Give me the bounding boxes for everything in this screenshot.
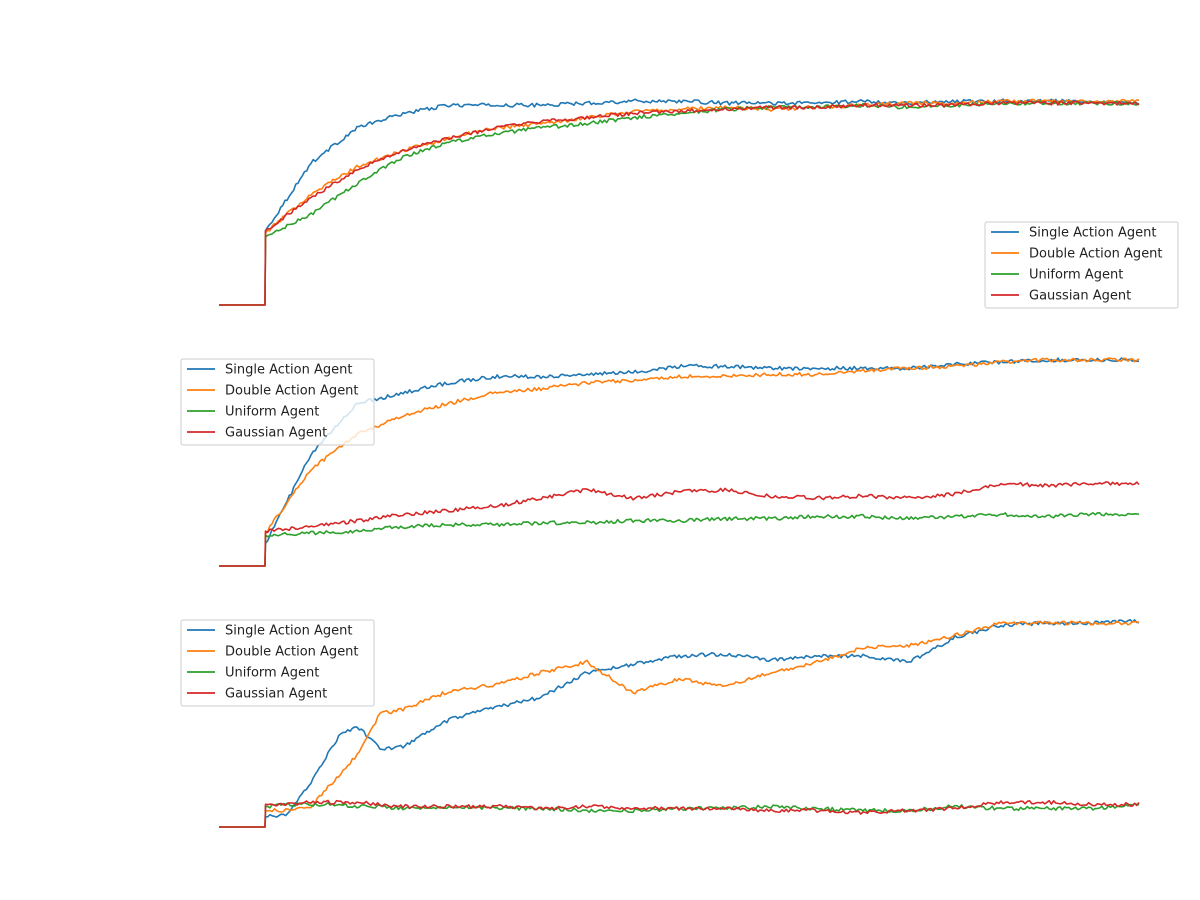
series-line-double-action-agent bbox=[219, 620, 1140, 828]
legend: Single Action Agent Double Action Agent Un… bbox=[984, 221, 1179, 309]
series-line-gaussian-agent bbox=[219, 100, 1140, 306]
chart-panel-3: Single Action Agent Double Action Agent Un… bbox=[180, 619, 1140, 828]
series-line-single-action-agent bbox=[219, 619, 1140, 828]
legend-frame bbox=[984, 221, 1179, 309]
legend-label: Double Action Agent bbox=[225, 645, 359, 660]
legend-frame bbox=[180, 358, 375, 446]
legend-label: Single Action Agent bbox=[225, 363, 352, 378]
series-line-gaussian-agent bbox=[219, 481, 1140, 567]
legend: Single Action Agent Double Action Agent Un… bbox=[180, 358, 375, 446]
legend-label: Gaussian Agent bbox=[1029, 289, 1131, 304]
series-line-uniform-agent bbox=[219, 801, 1140, 828]
legend-label: Gaussian Agent bbox=[225, 687, 327, 702]
legend-label: Double Action Agent bbox=[225, 384, 359, 399]
legend-label: Gaussian Agent bbox=[225, 426, 327, 441]
series-line-uniform-agent bbox=[219, 511, 1140, 567]
chart-panel-2: Single Action Agent Double Action Agent Un… bbox=[180, 357, 1140, 567]
legend-frame bbox=[180, 619, 375, 707]
legend-label: Uniform Agent bbox=[1029, 268, 1123, 283]
series-line-gaussian-agent bbox=[219, 799, 1140, 828]
legend-label: Double Action Agent bbox=[1029, 247, 1163, 262]
legend: Single Action Agent Double Action Agent Un… bbox=[180, 619, 375, 707]
legend-label: Single Action Agent bbox=[1029, 226, 1156, 241]
legend-label: Uniform Agent bbox=[225, 666, 319, 681]
chart-panel-1: Single Action Agent Double Action Agent Un… bbox=[219, 98, 1179, 309]
legend-label: Uniform Agent bbox=[225, 405, 319, 420]
legend-label: Single Action Agent bbox=[225, 624, 352, 639]
